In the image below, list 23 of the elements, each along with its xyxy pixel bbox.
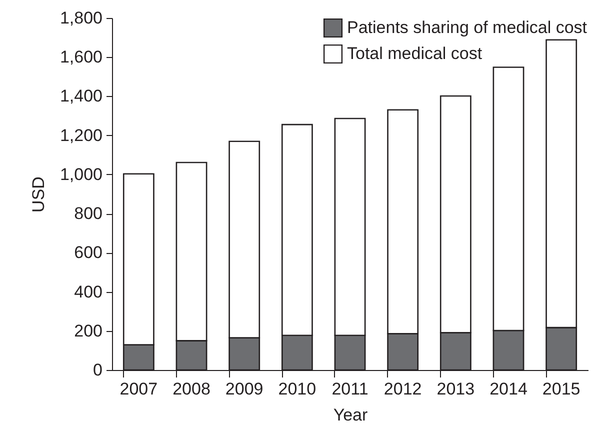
y-tick-label: 600 [74, 243, 102, 262]
x-tick-label: 2015 [542, 380, 580, 398]
x-axis-title: Year [333, 406, 368, 424]
y-tick-label: 1,200 [60, 126, 102, 145]
x-tick-label: 2011 [332, 380, 368, 398]
y-tick-label: 0 [93, 360, 102, 380]
x-tick-label: 2014 [490, 380, 528, 398]
y-tick-label: 800 [74, 204, 102, 224]
legend-label: Patients sharing of medical cost [347, 18, 588, 37]
y-tick-label: 1,600 [60, 48, 102, 67]
legend-label: Total medical cost [347, 44, 482, 63]
y-tick-label: 200 [74, 321, 102, 340]
y-axis-title: USD [28, 176, 48, 212]
x-tick-label: 2010 [278, 380, 316, 398]
x-tick-label: 2007 [120, 380, 158, 398]
x-tick-label: 2013 [436, 380, 475, 398]
y-tick-label: 1,800 [60, 8, 102, 28]
x-tick-label: 2008 [172, 380, 210, 398]
y-tick-label: 1,000 [60, 164, 102, 184]
y-tick-label: 400 [74, 282, 102, 302]
x-tick-label: 2009 [225, 380, 264, 398]
x-tick-label: 2012 [384, 380, 422, 398]
y-tick-label: 1,400 [60, 86, 102, 106]
